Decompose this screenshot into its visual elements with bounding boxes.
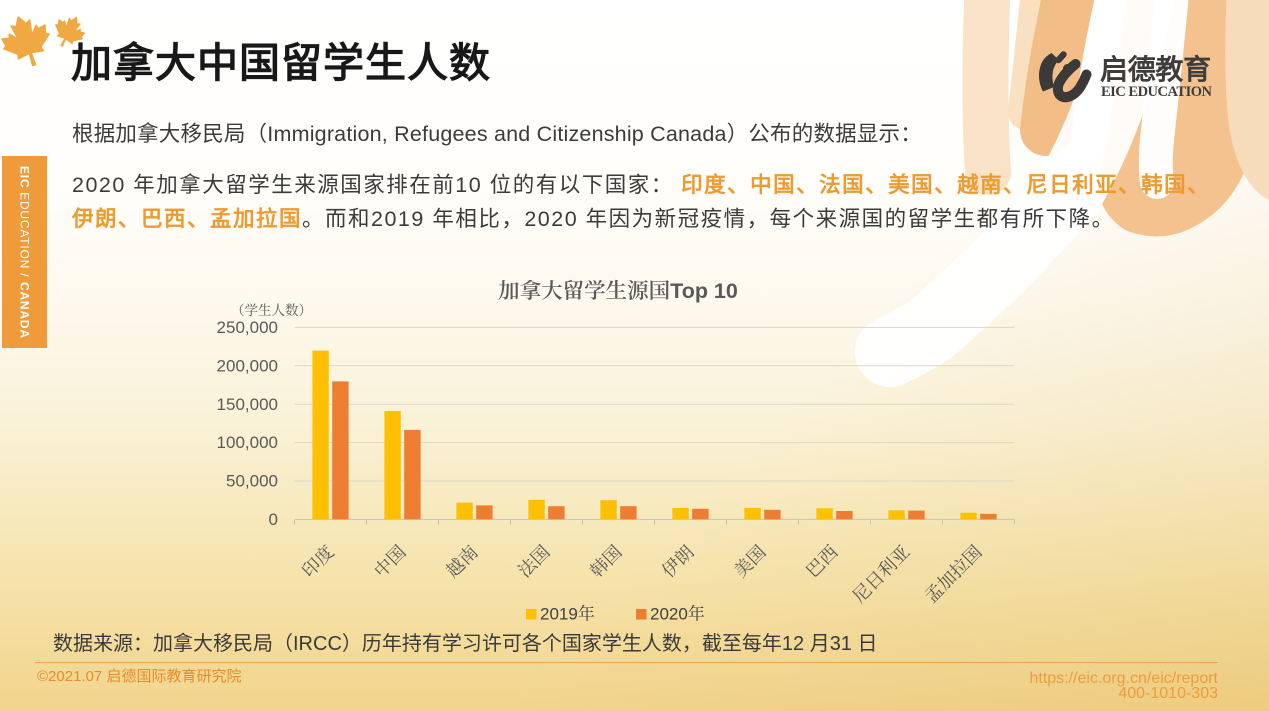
svg-text:50,000: 50,000 [226, 472, 278, 491]
svg-text:法国: 法国 [514, 542, 554, 582]
svg-text:2020年: 2020年 [650, 604, 705, 624]
svg-text:印度: 印度 [298, 542, 338, 582]
svg-text:中国: 中国 [370, 542, 410, 582]
svg-text:150,000: 150,000 [217, 395, 278, 414]
svg-text:巴西: 巴西 [802, 542, 842, 582]
svg-text:200,000: 200,000 [217, 356, 278, 375]
svg-text:100,000: 100,000 [217, 433, 278, 452]
svg-text:伊朗: 伊朗 [658, 542, 698, 582]
svg-text:（学生人数）: （学生人数） [231, 302, 312, 318]
svg-text:250,000: 250,000 [217, 318, 278, 337]
svg-text:越南: 越南 [442, 541, 482, 581]
svg-text:孟加拉国: 孟加拉国 [921, 542, 986, 607]
svg-text:尼日利亚: 尼日利亚 [849, 542, 914, 607]
svg-text:2019年: 2019年 [540, 604, 595, 624]
svg-text:美国: 美国 [730, 542, 770, 582]
svg-text:韩国: 韩国 [586, 542, 626, 582]
svg-text:0: 0 [269, 510, 278, 529]
